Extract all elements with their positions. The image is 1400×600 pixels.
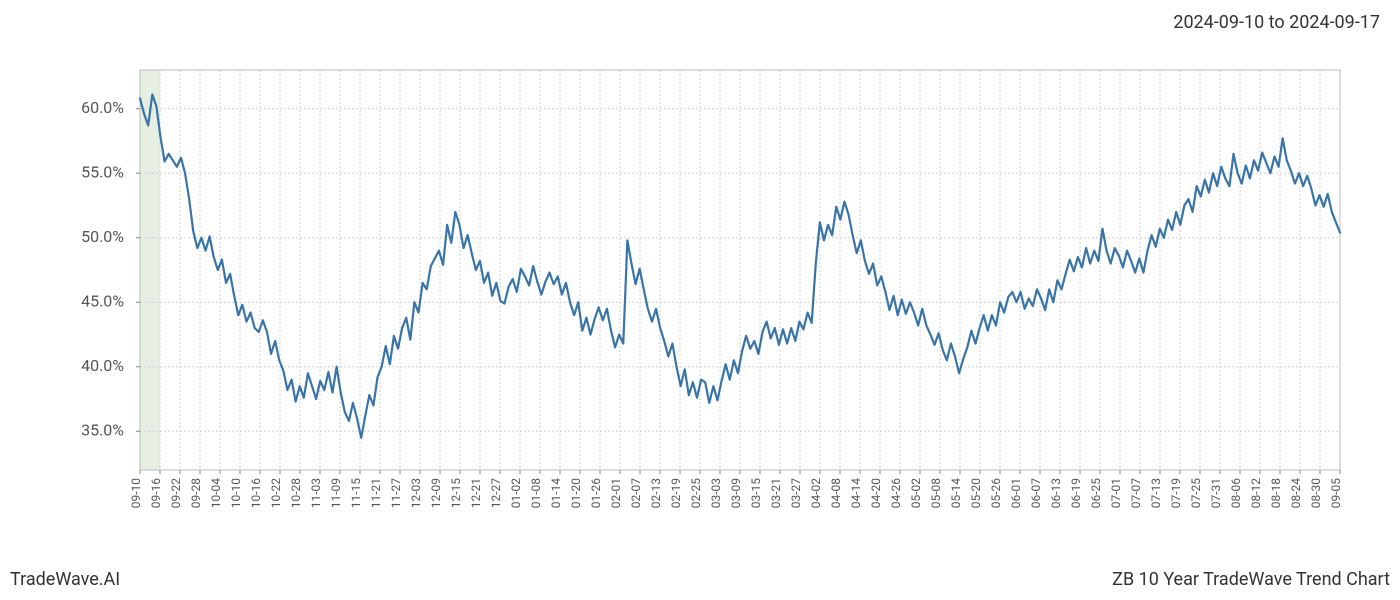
ytick-label: 55.0% bbox=[81, 162, 124, 181]
xtick-label: 07-25 bbox=[1189, 478, 1203, 509]
ytick-label: 60.0% bbox=[81, 98, 124, 117]
xtick-label: 07-19 bbox=[1169, 478, 1183, 508]
xtick-label: 03-03 bbox=[709, 478, 723, 508]
xtick-label: 10-16 bbox=[249, 478, 263, 509]
xtick-label: 03-21 bbox=[769, 478, 783, 508]
xtick-label: 12-27 bbox=[489, 478, 503, 509]
xtick-label: 08-24 bbox=[1289, 478, 1303, 509]
xtick-label: 09-16 bbox=[149, 478, 163, 509]
xtick-label: 12-21 bbox=[469, 478, 483, 508]
xtick-label: 03-15 bbox=[749, 478, 763, 509]
xtick-label: 01-02 bbox=[509, 478, 523, 509]
xtick-label: 10-28 bbox=[289, 478, 303, 509]
xtick-label: 07-31 bbox=[1209, 478, 1223, 508]
xtick-label: 06-13 bbox=[1049, 478, 1063, 508]
xtick-label: 05-26 bbox=[989, 478, 1003, 509]
xtick-label: 12-09 bbox=[429, 478, 443, 508]
xtick-label: 01-08 bbox=[529, 478, 543, 509]
xtick-label: 11-15 bbox=[349, 478, 363, 509]
xtick-label: 05-02 bbox=[909, 478, 923, 509]
trend-chart: 35.0% 40.0% 45.0% 50.0% 55.0% 60.0% 09-10 09-16… bbox=[0, 50, 1400, 540]
xtick-label: 01-20 bbox=[569, 478, 583, 509]
xtick-label: 03-27 bbox=[789, 478, 803, 509]
xtick-label: 11-27 bbox=[389, 478, 403, 509]
xtick-label: 04-26 bbox=[889, 478, 903, 509]
xtick-label: 02-19 bbox=[669, 478, 683, 508]
xtick-label: 06-19 bbox=[1069, 478, 1083, 508]
xtick-label: 04-02 bbox=[809, 478, 823, 509]
xtick-label: 11-21 bbox=[369, 478, 383, 508]
brand-label: TradeWave.AI bbox=[10, 569, 120, 590]
xtick-label: 01-26 bbox=[589, 478, 603, 509]
xtick-label: 05-14 bbox=[949, 478, 963, 509]
xtick-label: 09-22 bbox=[169, 478, 183, 509]
xtick-label: 06-25 bbox=[1089, 478, 1103, 509]
xtick-label: 08-18 bbox=[1269, 478, 1283, 509]
xtick-label: 07-07 bbox=[1129, 478, 1143, 509]
ytick-label: 40.0% bbox=[81, 356, 124, 375]
xtick-label: 07-01 bbox=[1109, 478, 1123, 508]
xtick-label: 05-08 bbox=[929, 478, 943, 509]
xtick-label: 02-13 bbox=[649, 478, 663, 508]
xtick-label: 04-14 bbox=[849, 478, 863, 509]
xtick-label: 02-25 bbox=[689, 478, 703, 509]
ytick-label: 35.0% bbox=[81, 421, 124, 440]
xtick-label: 03-09 bbox=[729, 478, 743, 508]
xtick-label: 06-07 bbox=[1029, 478, 1043, 509]
xtick-label: 02-07 bbox=[629, 478, 643, 509]
xtick-label: 08-06 bbox=[1229, 478, 1243, 509]
xtick-label: 09-10 bbox=[129, 478, 143, 509]
xtick-label: 09-28 bbox=[189, 478, 203, 509]
xtick-label: 04-20 bbox=[869, 478, 883, 509]
xtick-label: 05-20 bbox=[969, 478, 983, 509]
xtick-label: 07-13 bbox=[1149, 478, 1163, 508]
xtick-label: 02-01 bbox=[609, 478, 623, 508]
xtick-label: 11-03 bbox=[309, 478, 323, 508]
ytick-label: 45.0% bbox=[81, 291, 124, 310]
chart-title-label: ZB 10 Year TradeWave Trend Chart bbox=[1112, 569, 1390, 590]
xtick-label: 10-10 bbox=[229, 478, 243, 509]
xtick-label: 11-09 bbox=[329, 478, 343, 508]
xtick-label: 04-08 bbox=[829, 478, 843, 509]
xtick-label: 12-03 bbox=[409, 478, 423, 508]
xtick-label: 08-12 bbox=[1249, 478, 1263, 509]
date-range-label: 2024-09-10 to 2024-09-17 bbox=[1173, 12, 1380, 33]
xtick-label: 10-04 bbox=[209, 478, 223, 509]
xtick-label: 06-01 bbox=[1009, 478, 1023, 508]
xtick-label: 01-14 bbox=[549, 478, 563, 509]
xtick-label: 08-30 bbox=[1309, 478, 1323, 509]
xtick-label: 09-05 bbox=[1329, 478, 1343, 509]
chart-svg: 35.0% 40.0% 45.0% 50.0% 55.0% 60.0% 09-10 09-16… bbox=[0, 50, 1400, 540]
xtick-label: 12-15 bbox=[449, 478, 463, 509]
xtick-label: 10-22 bbox=[269, 478, 283, 509]
ytick-label: 50.0% bbox=[81, 227, 124, 246]
